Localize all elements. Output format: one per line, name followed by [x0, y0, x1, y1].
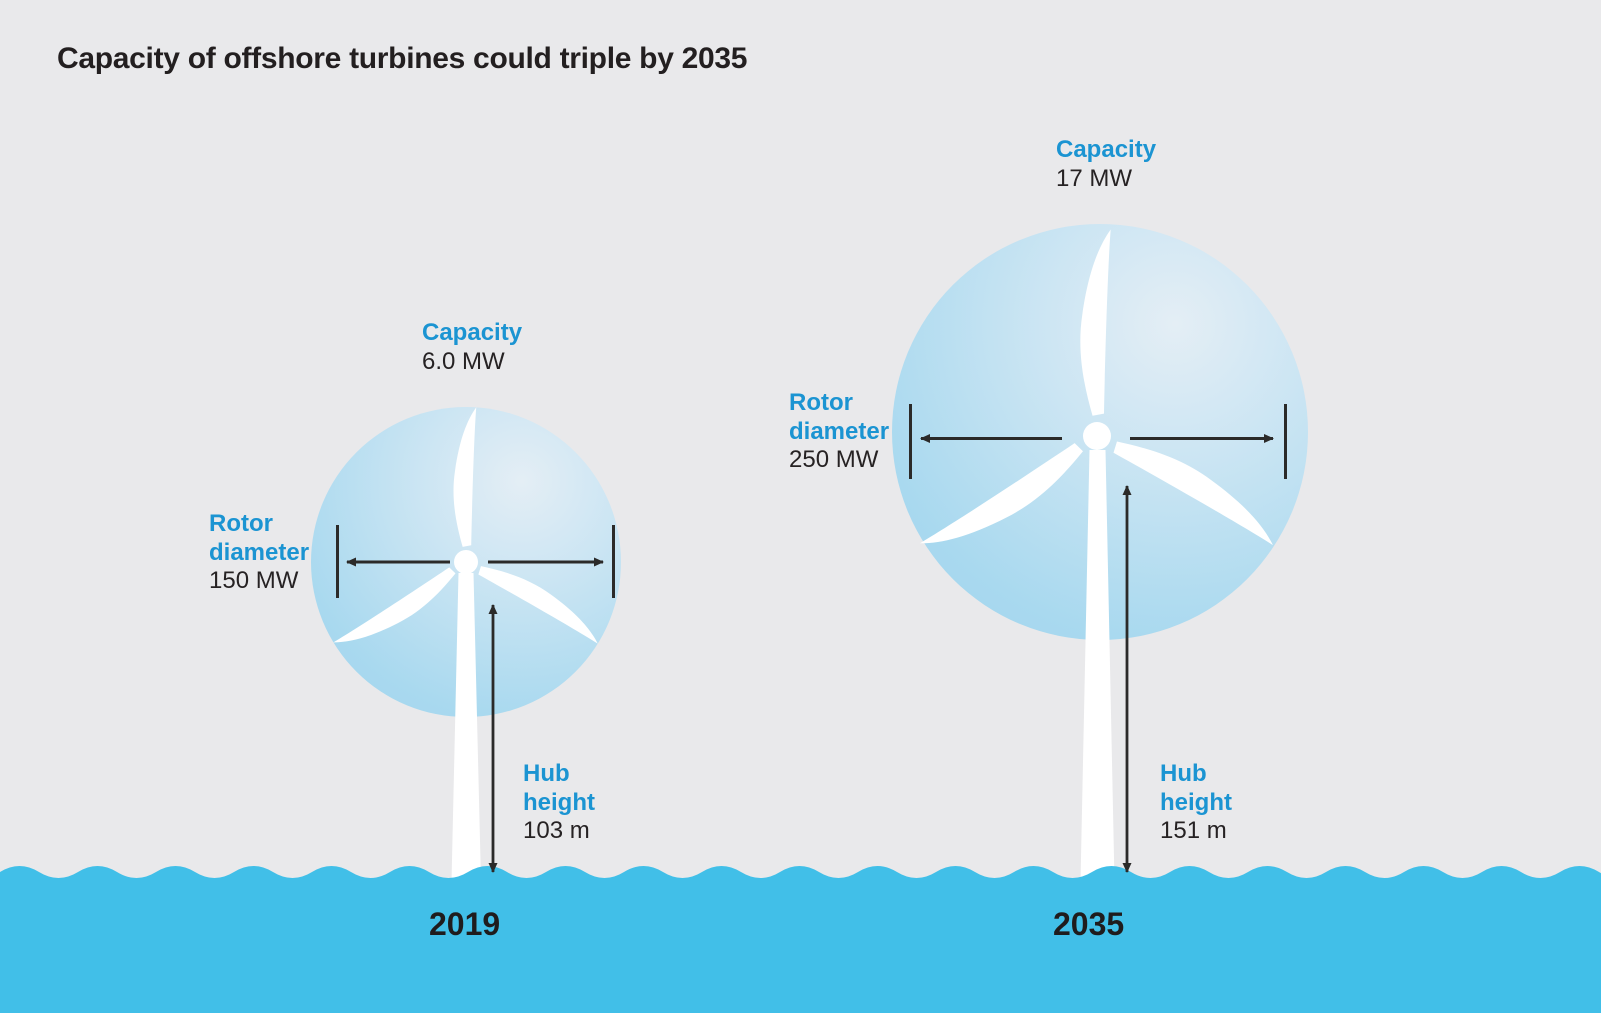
hub-height-label-2019: Hub height 103 m	[523, 760, 595, 846]
turbine-2035-figure	[892, 224, 1308, 882]
turbine-tower-2035	[1080, 450, 1115, 882]
rotor-label-line1: Rotor	[789, 389, 853, 416]
capacity-label-2019: Capacity 6.0 MW	[422, 319, 522, 376]
rotor-label-line2: diameter	[209, 538, 310, 566]
year-label-2019: 2019	[429, 906, 501, 942]
year-label-2035: 2035	[1053, 906, 1125, 942]
rotor-label-line2: diameter	[789, 417, 890, 445]
sea-water	[0, 866, 1601, 1013]
capacity-label: Capacity	[422, 319, 523, 346]
capacity-label: Capacity	[1056, 136, 1157, 163]
hub-value: 151 m	[1160, 817, 1227, 844]
rotor-diameter-measure-2035	[909, 404, 1287, 479]
rotor-diameter-measure-2019	[336, 525, 615, 598]
capacity-value: 17 MW	[1056, 164, 1133, 192]
rotor-diameter-label-2019: Rotor diameter 150 MW	[209, 510, 309, 596]
rotor-diameter-label-2035: Rotor diameter 250 MW	[789, 389, 889, 475]
hub-label-line2: height	[523, 788, 595, 816]
capacity-value: 6.0 MW	[422, 347, 505, 375]
turbine-hub-2019	[454, 550, 478, 574]
capacity-label-2035: Capacity 17 MW	[1056, 136, 1156, 193]
rotor-label-line1: Rotor	[209, 510, 273, 537]
hub-label-line2: height	[1160, 788, 1232, 816]
hub-label-line1: Hub	[523, 760, 570, 787]
chart-title: Capacity of offshore turbines could trip…	[57, 42, 748, 75]
turbine-hub-2035	[1083, 422, 1111, 450]
hub-value: 103 m	[523, 817, 590, 844]
turbine-2019-figure	[311, 406, 621, 882]
hub-label-line1: Hub	[1160, 760, 1207, 787]
rotor-value: 150 MW	[209, 567, 299, 594]
rotor-value: 250 MW	[789, 446, 879, 473]
turbine-tower-2019	[451, 573, 481, 882]
hub-height-label-2035: Hub height 151 m	[1160, 760, 1232, 846]
